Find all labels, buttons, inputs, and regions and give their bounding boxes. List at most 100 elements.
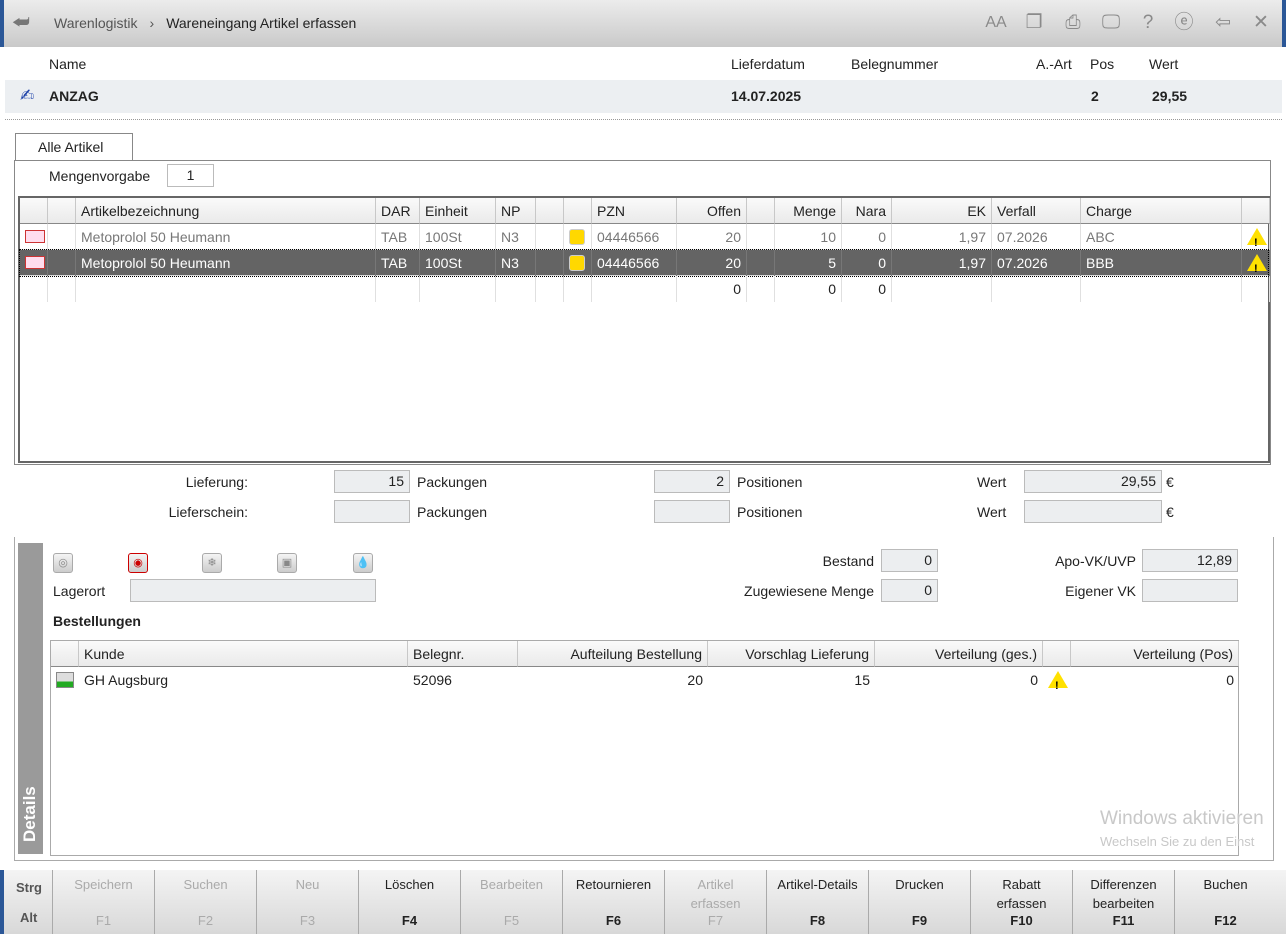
column-header[interactable]: Kunde <box>79 641 408 667</box>
article-type-icon <box>25 256 45 269</box>
tab-alle-artikel[interactable]: Alle Artikel <box>15 133 133 161</box>
column-header[interactable]: Offen <box>677 198 747 224</box>
cell-menge: 10 <box>775 224 842 250</box>
font-size-icon[interactable]: AA <box>985 14 1007 31</box>
info-disc-icon[interactable]: ◎ <box>53 553 73 573</box>
fkey-button-f8[interactable]: Artikel-Details F8 <box>766 870 868 934</box>
button-label: Neu <box>295 877 320 892</box>
cooling-icon[interactable]: ❄ <box>202 553 222 573</box>
package-icon[interactable]: ▣ <box>277 553 297 573</box>
column-header[interactable] <box>48 198 76 224</box>
article-type-icon <box>25 230 45 243</box>
button-key: F3 <box>299 913 316 928</box>
warning-icon: ! <box>1247 254 1267 275</box>
button-key: F6 <box>605 913 622 928</box>
column-header[interactable] <box>51 641 79 667</box>
column-header[interactable]: Belegnr. <box>408 641 518 667</box>
flag-icon[interactable]: ◉ <box>128 553 148 573</box>
cell-nara: 0 <box>842 250 892 276</box>
fkey-button-f1[interactable]: Speichern F1 <box>52 870 154 934</box>
fkey-button-f11[interactable]: Differenzen bearbeiten F11 <box>1072 870 1174 934</box>
total-cell <box>20 276 48 302</box>
column-header[interactable]: Aufteilung Bestellung <box>518 641 708 667</box>
fkey-button-f2[interactable]: Suchen F2 <box>154 870 256 934</box>
help-icon[interactable]: ? <box>1142 12 1154 33</box>
column-header[interactable] <box>747 198 775 224</box>
eigenvk-input[interactable] <box>1142 579 1238 602</box>
monitor-icon[interactable]: 🖵 <box>1101 12 1121 33</box>
cell <box>48 250 76 276</box>
cell-kunde: GH Augsburg <box>84 672 169 688</box>
currency-label: € <box>1166 504 1174 520</box>
copy-icon[interactable]: ❐ <box>1025 12 1043 33</box>
column-header[interactable]: Charge <box>1081 198 1242 224</box>
column-header[interactable]: Verteilung (Pos) <box>1071 641 1239 667</box>
pzn-info-icon[interactable] <box>569 229 585 245</box>
apovk-label: Apo-VK/UVP <box>1055 553 1136 569</box>
lieferung-positionen: 2 <box>654 470 730 493</box>
fkey-button-f3[interactable]: Neu F3 <box>256 870 358 934</box>
fkey-button-f9[interactable]: Drucken F9 <box>868 870 970 934</box>
article-row[interactable]: Metoprolol 50 Heumann TAB 100St N3 04446566 2… <box>19 249 1270 277</box>
alt-modifier[interactable]: Alt <box>20 910 38 925</box>
button-label: Löschen <box>384 877 435 892</box>
cell-verfall: 07.2026 <box>992 250 1081 276</box>
column-header[interactable]: Menge <box>775 198 842 224</box>
column-header[interactable]: Einheit <box>420 198 496 224</box>
column-header[interactable]: EK <box>892 198 992 224</box>
button-label: Drucken <box>895 877 944 892</box>
positionen-label: Positionen <box>737 504 803 520</box>
fkey-button-f5[interactable]: Bearbeiten F5 <box>460 870 562 934</box>
column-header[interactable]: NP <box>496 198 536 224</box>
cell-verteilung_ges: 0 <box>1030 672 1038 688</box>
fkey-button-f6[interactable]: Retournieren F6 <box>562 870 664 934</box>
back-icon[interactable]: ⮨ <box>12 12 30 33</box>
drop-icon[interactable]: 💧 <box>353 553 373 573</box>
column-header[interactable] <box>1242 198 1270 224</box>
close-icon[interactable]: ✕ <box>1253 12 1269 33</box>
column-header[interactable]: PZN <box>592 198 677 224</box>
cell <box>747 224 775 250</box>
title-bar: ⮨ Warenlogistik › Wareneingang Artikel e… <box>0 0 1286 47</box>
lagerort-input[interactable] <box>130 579 376 602</box>
column-header[interactable]: Nara <box>842 198 892 224</box>
column-header[interactable]: Artikelbezeichnung <box>76 198 376 224</box>
supplier-name: ANZAG <box>49 88 99 104</box>
column-header[interactable] <box>564 198 592 224</box>
column-header[interactable] <box>536 198 564 224</box>
column-header[interactable] <box>20 198 48 224</box>
fkey-button-f12[interactable]: Buchen F12 <box>1174 870 1276 934</box>
details-sidebar[interactable]: Details <box>18 543 43 854</box>
column-header[interactable]: Vorschlag Lieferung <box>708 641 875 667</box>
article-row[interactable]: Metoprolol 50 Heumann TAB 100St N3 04446566 2… <box>20 224 1270 250</box>
column-header[interactable] <box>1043 641 1071 667</box>
button-key: F7 <box>707 913 724 928</box>
page-title: Wareneingang Artikel erfassen <box>166 15 357 31</box>
internet-icon[interactable]: ⓔ <box>1174 12 1194 33</box>
positionen-label: Positionen <box>737 474 803 490</box>
order-row[interactable]: GH Augsburg 52096 20 15 0! 0 <box>51 667 1238 693</box>
cell-charge: BBB <box>1081 250 1242 276</box>
fkey-button-f4[interactable]: Löschen F4 <box>358 870 460 934</box>
fkey-button-f7[interactable]: Artikel erfassen F7 <box>664 870 766 934</box>
wert-label: Wert <box>977 504 1007 520</box>
column-header[interactable]: Verteilung (ges.) <box>875 641 1043 667</box>
button-label: Rabatt erfassen <box>996 877 1047 911</box>
cell-name: Metoprolol 50 Heumann <box>76 250 376 276</box>
orders-header: Kunde Belegnr. Aufteilung Bestellung Vorsch… <box>51 641 1239 667</box>
exit-window-icon[interactable]: ⇦ <box>1215 12 1231 33</box>
breadcrumb-warenlogistik[interactable]: Warenlogistik <box>54 15 138 31</box>
fkey-button-f10[interactable]: Rabatt erfassen F10 <box>970 870 1072 934</box>
cell-dar: TAB <box>376 224 420 250</box>
name-label: Name <box>49 56 87 72</box>
column-header[interactable]: Verfall <box>992 198 1081 224</box>
strg-modifier[interactable]: Strg <box>16 880 42 895</box>
print-icon[interactable]: ⎙ <box>1065 12 1081 33</box>
edit-supplier-icon[interactable]: ✍ <box>20 86 35 105</box>
lieferung-wert: 29,55 <box>1024 470 1162 493</box>
supplier-row: ✍ ANZAG 14.07.2025 2 29,55 <box>5 80 1282 113</box>
cell-offen: 20 <box>677 224 747 250</box>
mengenvorgabe-input[interactable]: 1 <box>167 164 214 187</box>
pzn-info-icon[interactable] <box>569 255 585 271</box>
column-header[interactable]: DAR <box>376 198 420 224</box>
